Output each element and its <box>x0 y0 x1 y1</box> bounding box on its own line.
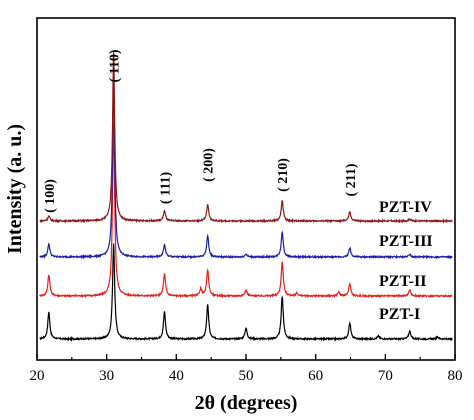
peak-label: ( 100) <box>43 179 58 213</box>
peak-label: ( 200) <box>202 148 217 182</box>
y-axis-title: Intensity (a. u.) <box>4 124 26 254</box>
series-line-pzt-i <box>39 243 453 342</box>
series-label-pzt-i: PZT-I <box>379 306 420 323</box>
series-label-pzt-iii: PZT-III <box>379 233 433 250</box>
x-tick-label: 30 <box>99 368 114 384</box>
peak-label: ( 210) <box>276 158 291 192</box>
series-line-pzt-ii <box>39 121 453 299</box>
x-tick-label: 80 <box>448 368 463 384</box>
peak-label: ( 110) <box>108 49 123 82</box>
series-line-pzt-iii <box>39 82 453 260</box>
x-tick-label: 70 <box>378 368 393 384</box>
series-label-pzt-ii: PZT-II <box>379 273 426 290</box>
x-tick-label: 60 <box>308 368 323 384</box>
x-tick-label: 20 <box>30 368 45 384</box>
x-axis-ticks: 20 30 40 50 60 70 80 <box>30 354 463 384</box>
peak-labels: ( 100) ( 110) ( 111) ( 200) ( 210) ( 211) <box>43 49 359 213</box>
peak-label: ( 211) <box>344 163 359 196</box>
series-labels: PZT-I PZT-II PZT-III PZT-IV <box>379 199 433 323</box>
x-tick-label: 40 <box>169 368 184 384</box>
series-label-pzt-iv: PZT-IV <box>379 199 432 216</box>
series-line-pzt-iv <box>39 50 453 224</box>
peak-label: ( 111) <box>158 172 173 205</box>
x-tick-label: 50 <box>239 368 254 384</box>
x-axis-title: 2θ (degrees) <box>195 392 298 414</box>
series-layer <box>39 50 453 342</box>
